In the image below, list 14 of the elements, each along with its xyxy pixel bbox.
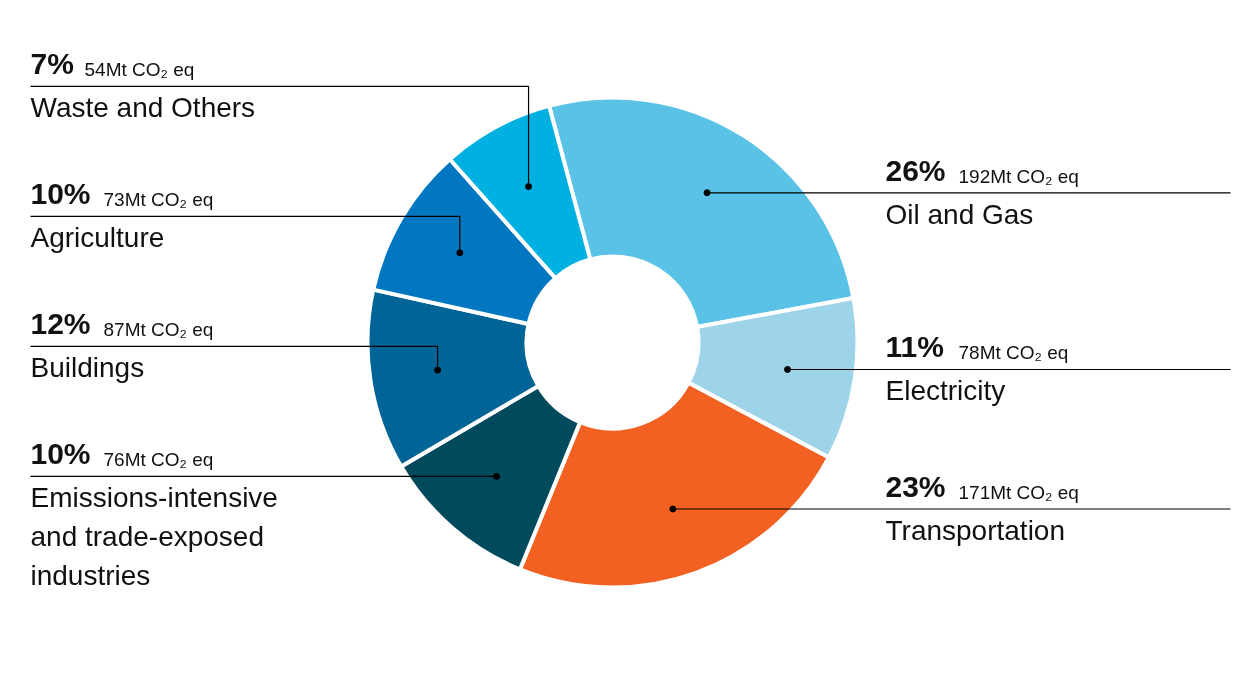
data-label: 26% 192Mt CO₂ eq (885, 153, 1079, 187)
data-label: 23% 171Mt CO₂ eq (885, 469, 1079, 503)
data-label: 10% 76Mt CO₂ eq (30, 437, 214, 471)
slice-label: Buildings (30, 352, 145, 384)
data-label: 10% 73Mt CO₂ eq (30, 177, 214, 211)
slice-label: Waste and Others (30, 92, 256, 124)
slice-label: Emissions-intensive and trade-exposed industries (30, 482, 278, 591)
slice-label: Electricity (885, 375, 1006, 407)
slice-label: Agriculture (30, 222, 165, 254)
data-label: 12% 87Mt CO₂ eq (30, 307, 214, 341)
slice-label: Oil and Gas (885, 198, 1034, 230)
slice-label: Transportation (885, 514, 1065, 546)
data-label: 7% 54Mt CO₂ eq (30, 47, 195, 81)
data-label: 11% 78Mt CO₂ eq (885, 330, 1069, 364)
